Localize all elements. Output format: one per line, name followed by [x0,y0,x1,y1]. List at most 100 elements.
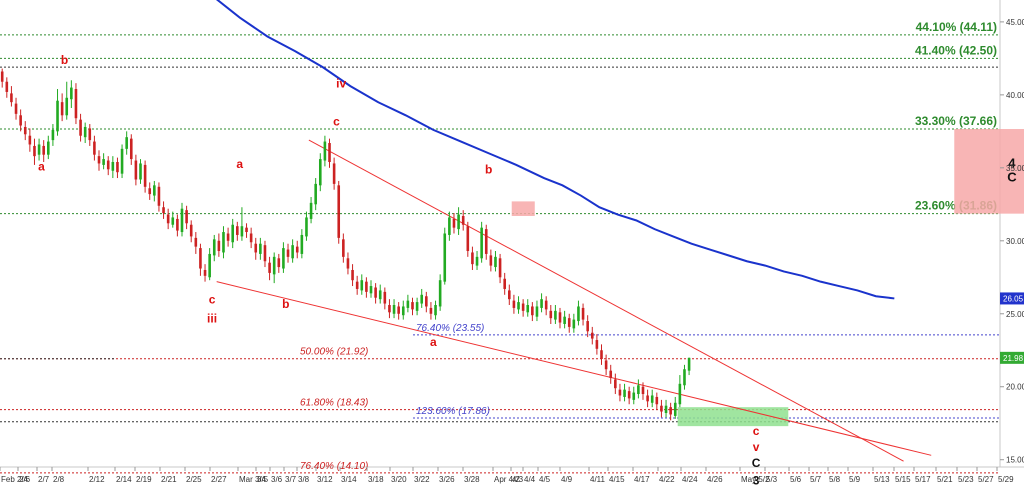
candle-body [309,202,313,219]
candle-body [498,258,502,278]
candle [429,302,433,320]
candle-body [346,258,350,269]
candle-body [282,248,285,269]
x-tick-label: 2/19 [136,475,152,484]
x-tick-label: 4/22 [659,475,675,484]
candle [106,156,110,176]
candle-body [660,405,663,412]
candle-body [655,396,659,405]
candle [240,207,244,241]
candle-body [60,102,64,116]
candle [33,138,36,165]
candle [300,229,304,259]
candle [295,240,299,259]
x-tick-label: Apr 4/2 [494,475,520,484]
candle-body [97,156,101,164]
candle-body [475,256,479,266]
level-label: 123.60% (17.86) [416,406,490,417]
candle-body [106,160,110,170]
y-tick-label: 30.00 [1006,237,1024,246]
candle [116,157,119,179]
candle [623,383,626,402]
candle [328,138,331,168]
candle [5,77,9,98]
candle [544,296,548,316]
candle-body [544,300,548,310]
candle [162,201,165,219]
level-label: 76.40% (14.10) [300,461,368,472]
candle [309,197,313,224]
candle [457,207,460,235]
y-tick-label: 20.00 [1006,383,1024,392]
candle [526,299,530,317]
candle [318,153,322,192]
candle-body [166,214,170,224]
candle [586,315,589,338]
x-tick-label: 4/26 [707,475,723,484]
candle [614,373,617,395]
candle [378,284,382,304]
candle [79,113,82,142]
x-tick-label: 2/14 [116,475,132,484]
candle [374,283,377,304]
candle [259,237,262,260]
candle [332,157,336,190]
candle [678,375,682,408]
y-tick-label: 25.00 [1006,310,1024,319]
candle [305,211,308,241]
candle [74,83,78,125]
x-tick-label: 4/3 [512,475,524,484]
candle-body [153,185,156,196]
x-axis: Feb 2/42/6 2/7 2/8 2/12 2/14 2/19 2/21 2/25 2/27… [0,467,1014,484]
candle [180,202,184,237]
x-tick-label: 4/24 [682,475,698,484]
candle-body [650,395,654,403]
candle-body [425,296,428,307]
x-tick-label: 3/22 [414,475,430,484]
candle-body [503,278,506,289]
candle-body [448,217,451,235]
candle-body [226,233,230,241]
candle [392,299,396,319]
candle [139,159,142,184]
candle [83,122,87,144]
candle [351,264,354,287]
candle-body [586,321,589,332]
candle [245,223,248,238]
candle-body [595,340,599,349]
candle [337,180,341,244]
candle [461,210,465,231]
candle [42,140,45,162]
candle-body [563,316,566,324]
candle [471,246,474,270]
candle [660,399,663,418]
candle [185,205,188,230]
candle [484,224,488,260]
candle-body [328,143,331,162]
x-tick-label: Feb 2/4 [1,475,29,484]
candle-body [139,163,142,180]
candle [355,275,359,295]
candle [609,364,613,384]
candle-body [305,217,308,237]
x-tick-label: 2/27 [211,475,227,484]
candle-body [669,407,672,415]
candle-body [323,141,327,161]
candle [452,213,456,234]
candle-body [291,245,294,259]
wave-label: b [282,297,289,311]
candle-body [337,185,341,238]
level-label: 33.30% (37.66) [915,114,997,128]
candle-body [102,159,105,165]
candle [56,89,59,136]
candle [604,354,608,376]
wave-label: C [752,456,761,470]
price-labels: 26.05 21.98 [1000,292,1024,364]
candle-body [240,226,244,237]
candle [60,93,64,122]
candle [51,124,55,146]
x-tick-label: 3/28 [464,475,480,484]
x-tick-label: 2/8 [53,475,65,484]
candle-body [637,385,640,395]
x-tick-label: May 5/2 [741,475,770,484]
